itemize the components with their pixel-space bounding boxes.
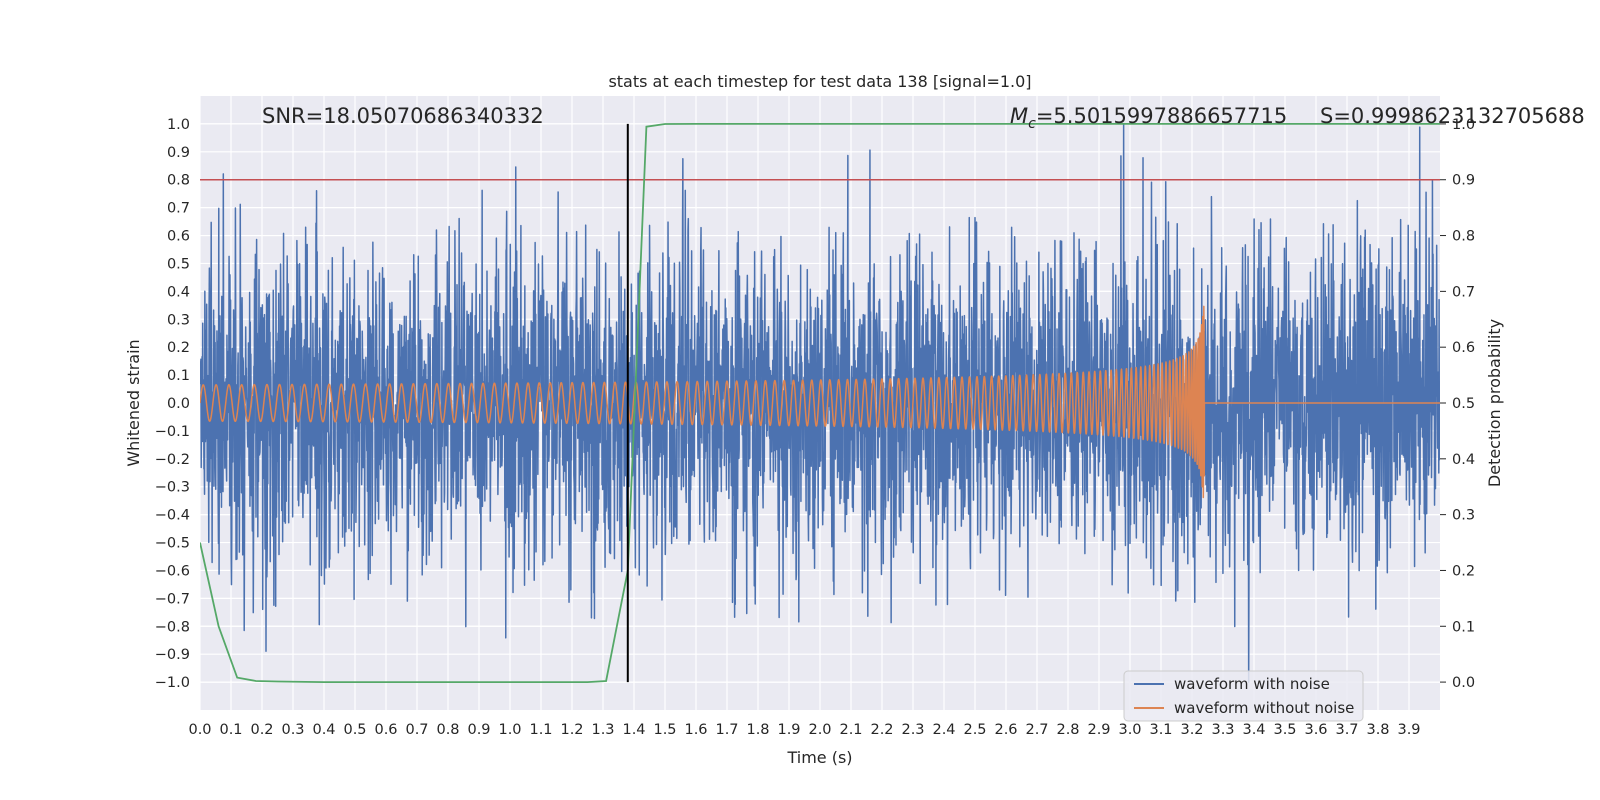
x-tick-label: 2.9 [1087, 722, 1110, 738]
x-tick-label: 2.8 [1056, 722, 1079, 738]
y-axis-left: 1.0 0.9 0.8 0.7 0.6 0.5 0.4 0.3 0.2 0.1 0.0 −0.1 −0.… [155, 117, 190, 691]
y-tick-label: 0.4 [167, 284, 190, 300]
y-tick-label: −0.2 [155, 452, 190, 468]
y-tick-label: 1.0 [167, 117, 190, 133]
snr-annotation: SNR=18.05070686340332 [262, 104, 544, 128]
y2-tick-label: 0.4 [1452, 452, 1475, 468]
y2-tick-label: 0.0 [1452, 675, 1475, 691]
waveform-without-noise-line [200, 305, 1440, 499]
x-tick-label: 2.7 [1025, 722, 1048, 738]
x-tick-label: 1.1 [529, 722, 552, 738]
x-tick-label: 3.1 [1149, 722, 1172, 738]
x-tick-label: 2.6 [994, 722, 1017, 738]
y-tick-label: −0.1 [155, 424, 190, 440]
x-tick-label: 0.3 [281, 722, 304, 738]
y2-tick-label: 0.3 [1452, 508, 1475, 524]
x-tick-label: 0.8 [436, 722, 459, 738]
y-tick-label: −0.6 [155, 563, 190, 579]
x-tick-label: 3.0 [1118, 722, 1141, 738]
legend-box [1123, 670, 1364, 722]
x-tick-label: 0.5 [343, 722, 366, 738]
y-axis-label: Whitened strain [124, 339, 143, 466]
x-axis-label: Time (s) [786, 748, 852, 767]
y2-tick-label: 0.8 [1452, 229, 1475, 245]
x-tick-label: 3.9 [1397, 722, 1420, 738]
chirp-mass-annotation: Mc=5.5015997886657715 [1010, 104, 1287, 132]
y2-tick-label: 0.2 [1452, 563, 1475, 579]
y-tick-label: −0.8 [155, 619, 190, 635]
y-tick-label: −1.0 [155, 675, 190, 691]
y2-tick-label: 0.1 [1452, 619, 1475, 635]
x-tick-label: 0.6 [374, 722, 397, 738]
x-tick-label: 1.3 [591, 722, 614, 738]
y-tick-label: −0.9 [155, 647, 190, 663]
x-tick-label: 1.8 [746, 722, 769, 738]
y-tick-label: 0.8 [167, 173, 190, 189]
legend-label-noise: waveform with noise [1174, 675, 1330, 693]
x-tick-label: 3.7 [1335, 722, 1358, 738]
x-tick-label: 1.6 [684, 722, 707, 738]
x-tick-label: 2.2 [870, 722, 893, 738]
y-tick-label: 0.5 [167, 256, 190, 272]
y-tick-label: −0.7 [155, 591, 190, 607]
y2-tick-label: 0.6 [1452, 340, 1475, 356]
y-tick-label: 0.0 [167, 396, 190, 412]
s-annotation: S=0.9998623132705688 [1320, 104, 1585, 128]
y-tick-label: 0.7 [167, 201, 190, 217]
x-tick-label: 0.7 [405, 722, 428, 738]
detection-probability-line [200, 123, 1440, 683]
x-tick-label: 1.0 [498, 722, 521, 738]
y-tick-label: 0.6 [167, 229, 190, 245]
x-tick-label: 3.2 [1180, 722, 1203, 738]
x-tick-label: 3.8 [1366, 722, 1389, 738]
y2-tick-label: 0.5 [1452, 396, 1475, 412]
y-tick-label: 0.2 [167, 340, 190, 356]
x-tick-label: 1.5 [653, 722, 676, 738]
x-tick-label: 0.2 [250, 722, 273, 738]
y2-axis-label: Detection probability [1485, 319, 1504, 487]
x-tick-label: 0.1 [219, 722, 242, 738]
x-axis: 0.0 0.1 0.2 0.3 0.4 0.5 0.6 0.7 0.8 0.9 1.0 1.1 1.2 1… [188, 722, 1420, 738]
x-tick-label: 2.4 [932, 722, 955, 738]
y2-tick-label: 0.7 [1452, 284, 1475, 300]
y2-tick-label: 1.0 [1452, 117, 1475, 133]
x-tick-label: 2.0 [808, 722, 831, 738]
x-tick-label: 1.2 [560, 722, 583, 738]
y2-tick-label: 0.9 [1452, 173, 1475, 189]
y-tick-label: 0.3 [167, 312, 190, 328]
y-tick-label: −0.4 [155, 508, 190, 524]
x-tick-label: 1.7 [715, 722, 738, 738]
legend: waveform with noise waveform without noi… [1123, 670, 1364, 722]
y-tick-label: −0.5 [155, 536, 190, 552]
x-tick-label: 3.5 [1273, 722, 1296, 738]
x-tick-label: 2.3 [901, 722, 924, 738]
x-tick-label: 1.4 [622, 722, 645, 738]
y-tick-label: −0.3 [155, 480, 190, 496]
x-tick-label: 3.3 [1211, 722, 1234, 738]
y-tick-label: 0.1 [167, 368, 190, 384]
chart-title: stats at each timestep for test data 138… [608, 72, 1031, 91]
x-tick-label: 2.5 [963, 722, 986, 738]
legend-label-clean: waveform without noise [1174, 699, 1354, 717]
x-tick-label: 0.9 [467, 722, 490, 738]
x-tick-label: 0.0 [188, 722, 211, 738]
y-axis-right: 1.0 0.9 0.8 0.7 0.6 0.5 0.4 0.3 0.2 0.1 0.0 [1440, 117, 1475, 691]
x-tick-label: 2.1 [839, 722, 862, 738]
x-tick-label: 0.4 [312, 722, 335, 738]
x-tick-label: 3.6 [1304, 722, 1327, 738]
y-tick-label: 0.9 [167, 145, 190, 161]
x-tick-label: 3.4 [1242, 722, 1265, 738]
x-tick-label: 1.9 [777, 722, 800, 738]
